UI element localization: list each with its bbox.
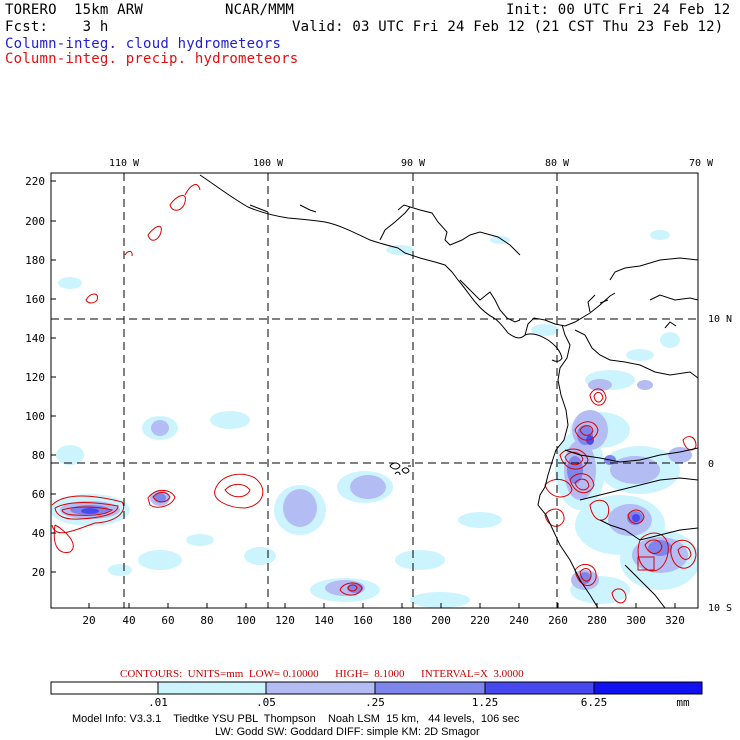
lon-label-80w: 80 W (545, 158, 570, 169)
legend-precip-label: Column-integ. precip. hydrometeors (5, 51, 299, 67)
lon-label-90w: 90 W (401, 158, 426, 169)
init-time: Init: 00 UTC Fri 24 Feb 12 (506, 2, 731, 18)
lat-label-10n: 10 N (708, 314, 732, 325)
y-tick: 20 (32, 566, 45, 579)
colorbar-segment (594, 682, 702, 694)
colorbar-tick: .25 (365, 696, 385, 709)
org-label: NCAR/MMM (225, 2, 295, 18)
colorbar-segment (51, 682, 158, 694)
x-tick: 220 (470, 614, 490, 627)
model-info: Model Info: V3.3.1 Tiedtke YSU PBL Thomp… (72, 713, 520, 725)
colorbar-segment (375, 682, 485, 694)
colorbar-tick: .05 (256, 696, 276, 709)
x-tick: 160 (353, 614, 373, 627)
lon-label-110w: 110 W (109, 158, 140, 169)
colorbar-tick: .01 (148, 696, 168, 709)
colorbar-segment (485, 682, 594, 694)
x-tick: 180 (392, 614, 412, 627)
x-tick: 260 (548, 614, 568, 627)
y-tick: 140 (25, 332, 45, 345)
legend-cloud-label: Column-integ. cloud hydrometeors (5, 36, 282, 52)
y-tick: 200 (25, 215, 45, 228)
colorbar: .01 .05 .25 1.25 6.25 mm (50, 681, 703, 709)
y-tick: 100 (25, 410, 45, 423)
precip-contours (51, 184, 697, 604)
physics-info: LW: Godd SW: Goddard DIFF: simple KM: 2D… (215, 726, 480, 738)
y-tick: 220 (25, 175, 45, 188)
y-tick-labels: 220 200 180 160 140 120 100 80 60 40 20 (25, 175, 45, 579)
colorbar-tick: 6.25 (581, 696, 608, 709)
map-field (51, 173, 698, 608)
x-tick: 140 (314, 614, 334, 627)
lon-label-70w: 70 W (689, 158, 714, 169)
y-tick: 160 (25, 293, 45, 306)
lat-label-eq: 0 (708, 459, 714, 470)
colorbar-segment (158, 682, 266, 694)
graticule (51, 173, 698, 608)
x-tick: 240 (509, 614, 529, 627)
lon-label-100w: 100 W (253, 158, 284, 169)
x-tick: 100 (236, 614, 256, 627)
x-tick: 40 (122, 614, 135, 627)
coastlines (199, 174, 698, 608)
valid-time: Valid: 03 UTC Fri 24 Feb 12 (21 CST Thu … (292, 19, 724, 35)
forecast-hour: Fcst: 3 h (5, 19, 109, 35)
y-tick: 40 (32, 527, 45, 540)
y-tick: 180 (25, 254, 45, 267)
axis-ticks (51, 180, 676, 608)
map-frame (50, 172, 699, 609)
x-tick: 120 (275, 614, 295, 627)
x-tick: 300 (626, 614, 646, 627)
x-tick: 20 (82, 614, 95, 627)
x-tick: 80 (200, 614, 213, 627)
x-tick-labels: 20 40 60 80 100 120 140 160 180 200 220 … (82, 614, 685, 627)
x-tick: 320 (665, 614, 685, 627)
colorbar-tick: 1.25 (472, 696, 499, 709)
colorbar-unit: mm (676, 696, 690, 709)
x-tick: 280 (587, 614, 607, 627)
model-title: TORERO 15km ARW (5, 2, 144, 18)
colorbar-segment (266, 682, 375, 694)
x-tick: 60 (161, 614, 174, 627)
y-tick: 60 (32, 488, 45, 501)
y-tick: 120 (25, 371, 45, 384)
lat-label-10s: 10 S (708, 603, 732, 614)
x-tick: 200 (431, 614, 451, 627)
contour-info: CONTOURS: UNITS=mm LOW= 0.10000 HIGH= 8.… (120, 668, 524, 680)
y-tick: 80 (32, 449, 45, 462)
